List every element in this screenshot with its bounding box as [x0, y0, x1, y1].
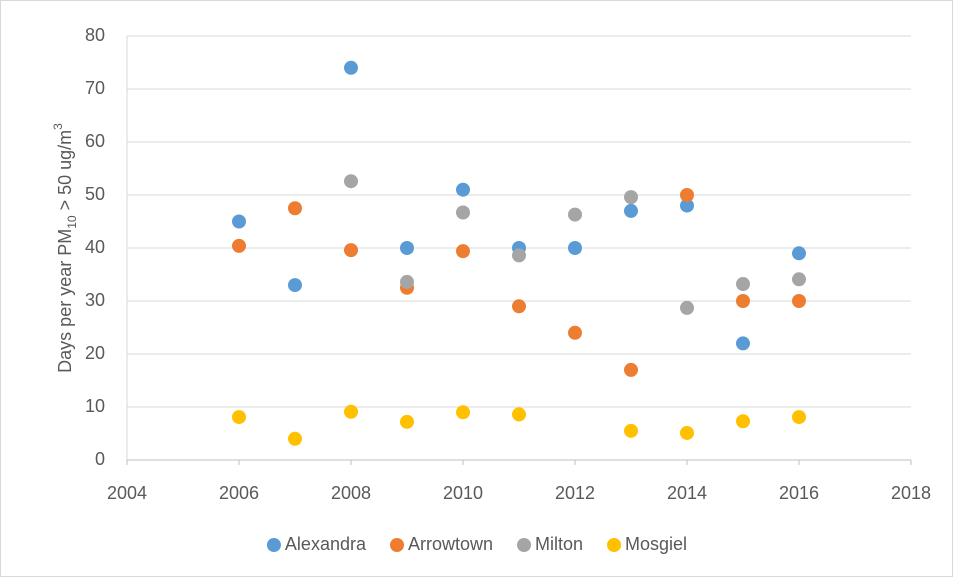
- point: [568, 325, 582, 340]
- x-tick-label: 2012: [555, 483, 595, 503]
- y-tick-label: 80: [85, 25, 105, 45]
- point: [512, 407, 526, 422]
- y-tick-label: 40: [85, 237, 105, 257]
- x-tick-label: 2014: [667, 483, 707, 503]
- point: [568, 241, 582, 255]
- point: [400, 414, 414, 429]
- point: [456, 205, 470, 220]
- legend-label: Mosgiel: [625, 534, 687, 554]
- point: [400, 274, 414, 289]
- point: [456, 405, 470, 420]
- point: [624, 190, 638, 205]
- point: [792, 272, 806, 287]
- point: [680, 425, 694, 440]
- point: [344, 243, 358, 258]
- y-axis-label-part: Days per year PM: [55, 229, 75, 373]
- point: [736, 336, 750, 351]
- point: [680, 300, 694, 315]
- y-tick-label: 50: [85, 184, 105, 204]
- point: [680, 198, 694, 213]
- x-tick-label: 2016: [779, 483, 819, 503]
- y-axis-label-part: > 50 ug/m: [55, 130, 75, 216]
- point: [512, 299, 526, 314]
- point: [792, 294, 806, 308]
- y-tick-label: 70: [85, 78, 105, 98]
- point: [736, 294, 750, 308]
- x-tick-label: 2006: [219, 483, 259, 503]
- point: [232, 214, 246, 229]
- point: [736, 414, 750, 429]
- legend-label: Alexandra: [285, 534, 367, 554]
- point: [232, 410, 246, 425]
- y-tick-label: 0: [95, 449, 105, 469]
- x-tick-label: 2004: [107, 483, 147, 503]
- point: [792, 246, 806, 261]
- y-axis-label-part: 3: [51, 123, 65, 130]
- point: [344, 404, 358, 419]
- point: [456, 182, 470, 197]
- point: [624, 362, 638, 377]
- legend-marker: [607, 538, 622, 552]
- y-tick-label: 20: [85, 343, 105, 363]
- point: [344, 174, 358, 189]
- x-tick-label: 2018: [891, 483, 931, 503]
- y-tick-label: 10: [85, 396, 105, 416]
- x-tick-label: 2010: [443, 483, 483, 503]
- x-tick-label: 2008: [331, 483, 371, 503]
- point: [512, 248, 526, 263]
- legend-marker: [266, 538, 281, 552]
- point: [288, 278, 302, 293]
- point: [288, 201, 302, 216]
- legend-marker: [517, 538, 532, 552]
- point: [232, 238, 246, 253]
- point: [456, 244, 470, 259]
- y-tick-label: 60: [85, 131, 105, 151]
- point: [568, 207, 582, 222]
- point: [792, 410, 806, 425]
- point: [624, 203, 638, 218]
- y-tick-label: 30: [85, 290, 105, 310]
- y-axis-label-part: 10: [65, 215, 79, 229]
- point: [288, 431, 302, 446]
- point: [624, 423, 638, 438]
- y-axis-label: Days per year PM10 > 50 ug/m3: [51, 123, 79, 373]
- legend-label: Milton: [535, 534, 583, 554]
- point: [680, 188, 694, 202]
- legend-label: Arrowtown: [408, 534, 493, 554]
- point: [400, 241, 414, 255]
- point: [344, 60, 358, 75]
- legend-marker: [389, 538, 404, 552]
- point: [736, 277, 750, 292]
